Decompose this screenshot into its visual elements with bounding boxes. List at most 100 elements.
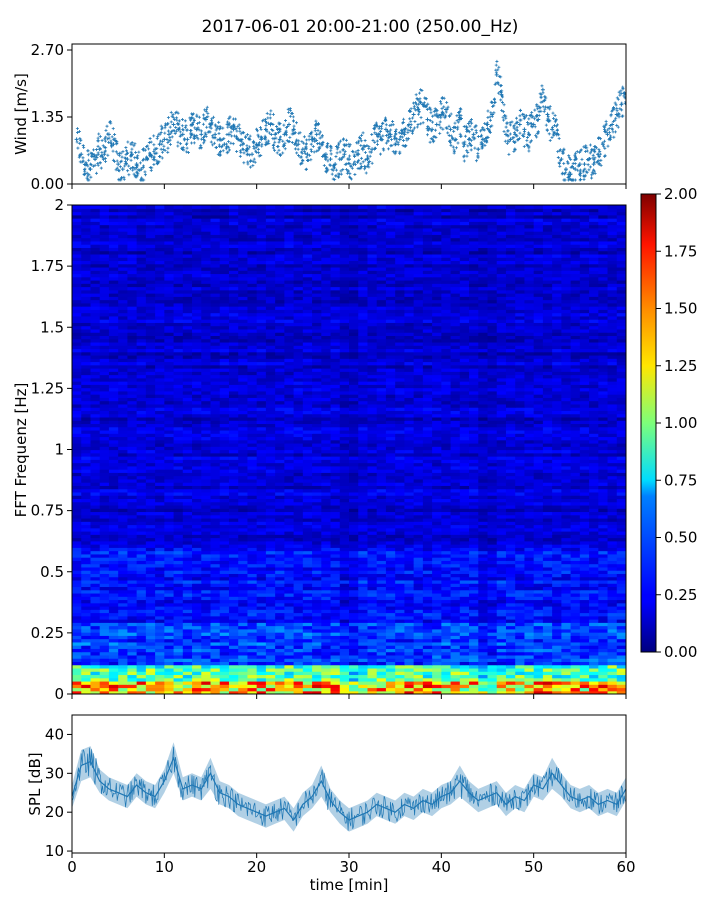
spectrogram-cell <box>182 566 193 571</box>
spectrogram-cell <box>422 680 433 685</box>
spectrogram-cell <box>441 560 452 565</box>
wind-marker <box>195 134 199 138</box>
wind-marker <box>209 119 213 123</box>
spectrogram-cell <box>496 661 507 666</box>
spectrogram-cell <box>339 599 350 604</box>
spectrogram-cell <box>505 586 516 591</box>
spectrogram-cell <box>349 609 359 614</box>
spectrogram-cell <box>302 521 313 526</box>
spectrogram-cell <box>201 524 212 529</box>
wind-marker <box>399 132 403 136</box>
spectrogram-cell <box>496 680 507 685</box>
spectrogram-cell <box>607 651 618 656</box>
wind-marker <box>103 137 107 141</box>
spectrogram-cell <box>533 579 544 584</box>
spectrogram-cell <box>598 573 609 578</box>
wind-marker <box>515 125 519 129</box>
spectrogram-cell <box>284 638 295 643</box>
wind-marker <box>449 112 453 116</box>
wind-marker <box>288 135 292 139</box>
spectrogram-cell <box>312 573 322 578</box>
spectrogram-cell <box>385 547 396 552</box>
spectrogram-cell <box>616 632 626 636</box>
spectrogram-cell <box>432 540 442 545</box>
spectrogram-cell <box>358 544 369 548</box>
wind-marker <box>511 136 515 140</box>
spectrogram-cell <box>182 632 193 636</box>
spectrogram-cell <box>81 680 92 685</box>
spectrogram-cell <box>164 651 175 656</box>
wind-marker <box>550 135 554 139</box>
wind-marker <box>604 122 608 126</box>
spectrogram-cell <box>478 534 489 539</box>
spectrogram-cell <box>607 524 618 529</box>
spectrogram-cell <box>598 612 609 617</box>
spectrogram-cell <box>284 602 295 607</box>
spectrogram-cell <box>432 544 442 548</box>
spectrogram-cell <box>192 645 202 649</box>
spectrogram-cell <box>542 674 553 679</box>
spectrogram-cell <box>256 605 267 610</box>
wind-marker <box>452 148 456 152</box>
spectrogram-cell <box>459 592 470 597</box>
spectrogram-cell <box>413 579 424 584</box>
wind-marker <box>585 149 589 153</box>
spectrogram-cell <box>81 583 92 588</box>
spectrogram-cell <box>413 599 424 604</box>
wind-marker <box>108 120 112 124</box>
spectrogram-cell <box>312 550 322 555</box>
wind-marker <box>386 129 390 133</box>
spectrogram-cell <box>542 619 553 623</box>
spectrogram-cell <box>192 609 202 614</box>
spectrogram-cell <box>201 690 212 694</box>
spectrogram-cell <box>478 560 489 565</box>
spectrogram-cell <box>607 566 618 571</box>
spectrogram-cell <box>90 563 101 568</box>
wind-marker <box>276 144 280 148</box>
spectrogram-cell <box>616 690 626 694</box>
spectrogram-cell <box>164 641 175 646</box>
wind-marker <box>310 130 314 134</box>
spectrogram-cell <box>81 589 92 594</box>
wind-marker <box>373 124 377 128</box>
spectrogram-cell <box>413 531 424 535</box>
spectrogram-cell <box>385 619 396 623</box>
spectrogram-cell <box>395 596 405 601</box>
wind-marker <box>584 144 588 148</box>
wind-marker <box>116 169 120 173</box>
wind-marker <box>265 129 269 133</box>
wind-marker <box>558 148 562 152</box>
spectrogram-cell <box>155 583 165 588</box>
wind-marker <box>129 158 133 162</box>
spectrogram-cell <box>579 524 590 529</box>
wind-marker <box>408 129 412 133</box>
spectrogram-cell <box>358 671 369 676</box>
spectrogram-cell <box>238 596 249 601</box>
wind-marker <box>97 147 102 152</box>
spectrogram-cell <box>561 680 572 685</box>
wind-marker <box>441 127 445 131</box>
spectrogram-cell <box>450 609 461 614</box>
spectrogram-cell <box>164 566 175 571</box>
spectrogram-cell <box>90 517 101 522</box>
spectrogram-cell <box>589 671 599 676</box>
spectrogram-cell <box>238 622 249 627</box>
spectrogram-cell <box>616 589 626 594</box>
spectrogram-cell <box>90 609 101 614</box>
wind-marker <box>426 125 430 129</box>
spectrogram-cell <box>358 609 369 614</box>
spectrogram-cell <box>376 648 387 653</box>
spectrogram-cell <box>459 566 470 571</box>
spectrogram-cell <box>385 537 396 542</box>
spectrogram-cell <box>459 674 470 679</box>
spectrogram-cell <box>441 576 452 581</box>
spectrogram-cell <box>561 576 572 581</box>
spectrogram-cell <box>552 635 562 640</box>
wind-marker <box>512 149 516 153</box>
wind-marker <box>593 150 597 154</box>
wind-marker <box>456 141 460 145</box>
spectrogram-cell <box>524 583 535 588</box>
spectrogram-cell <box>145 612 156 617</box>
wind-marker <box>500 93 504 97</box>
wind-marker <box>339 169 343 173</box>
